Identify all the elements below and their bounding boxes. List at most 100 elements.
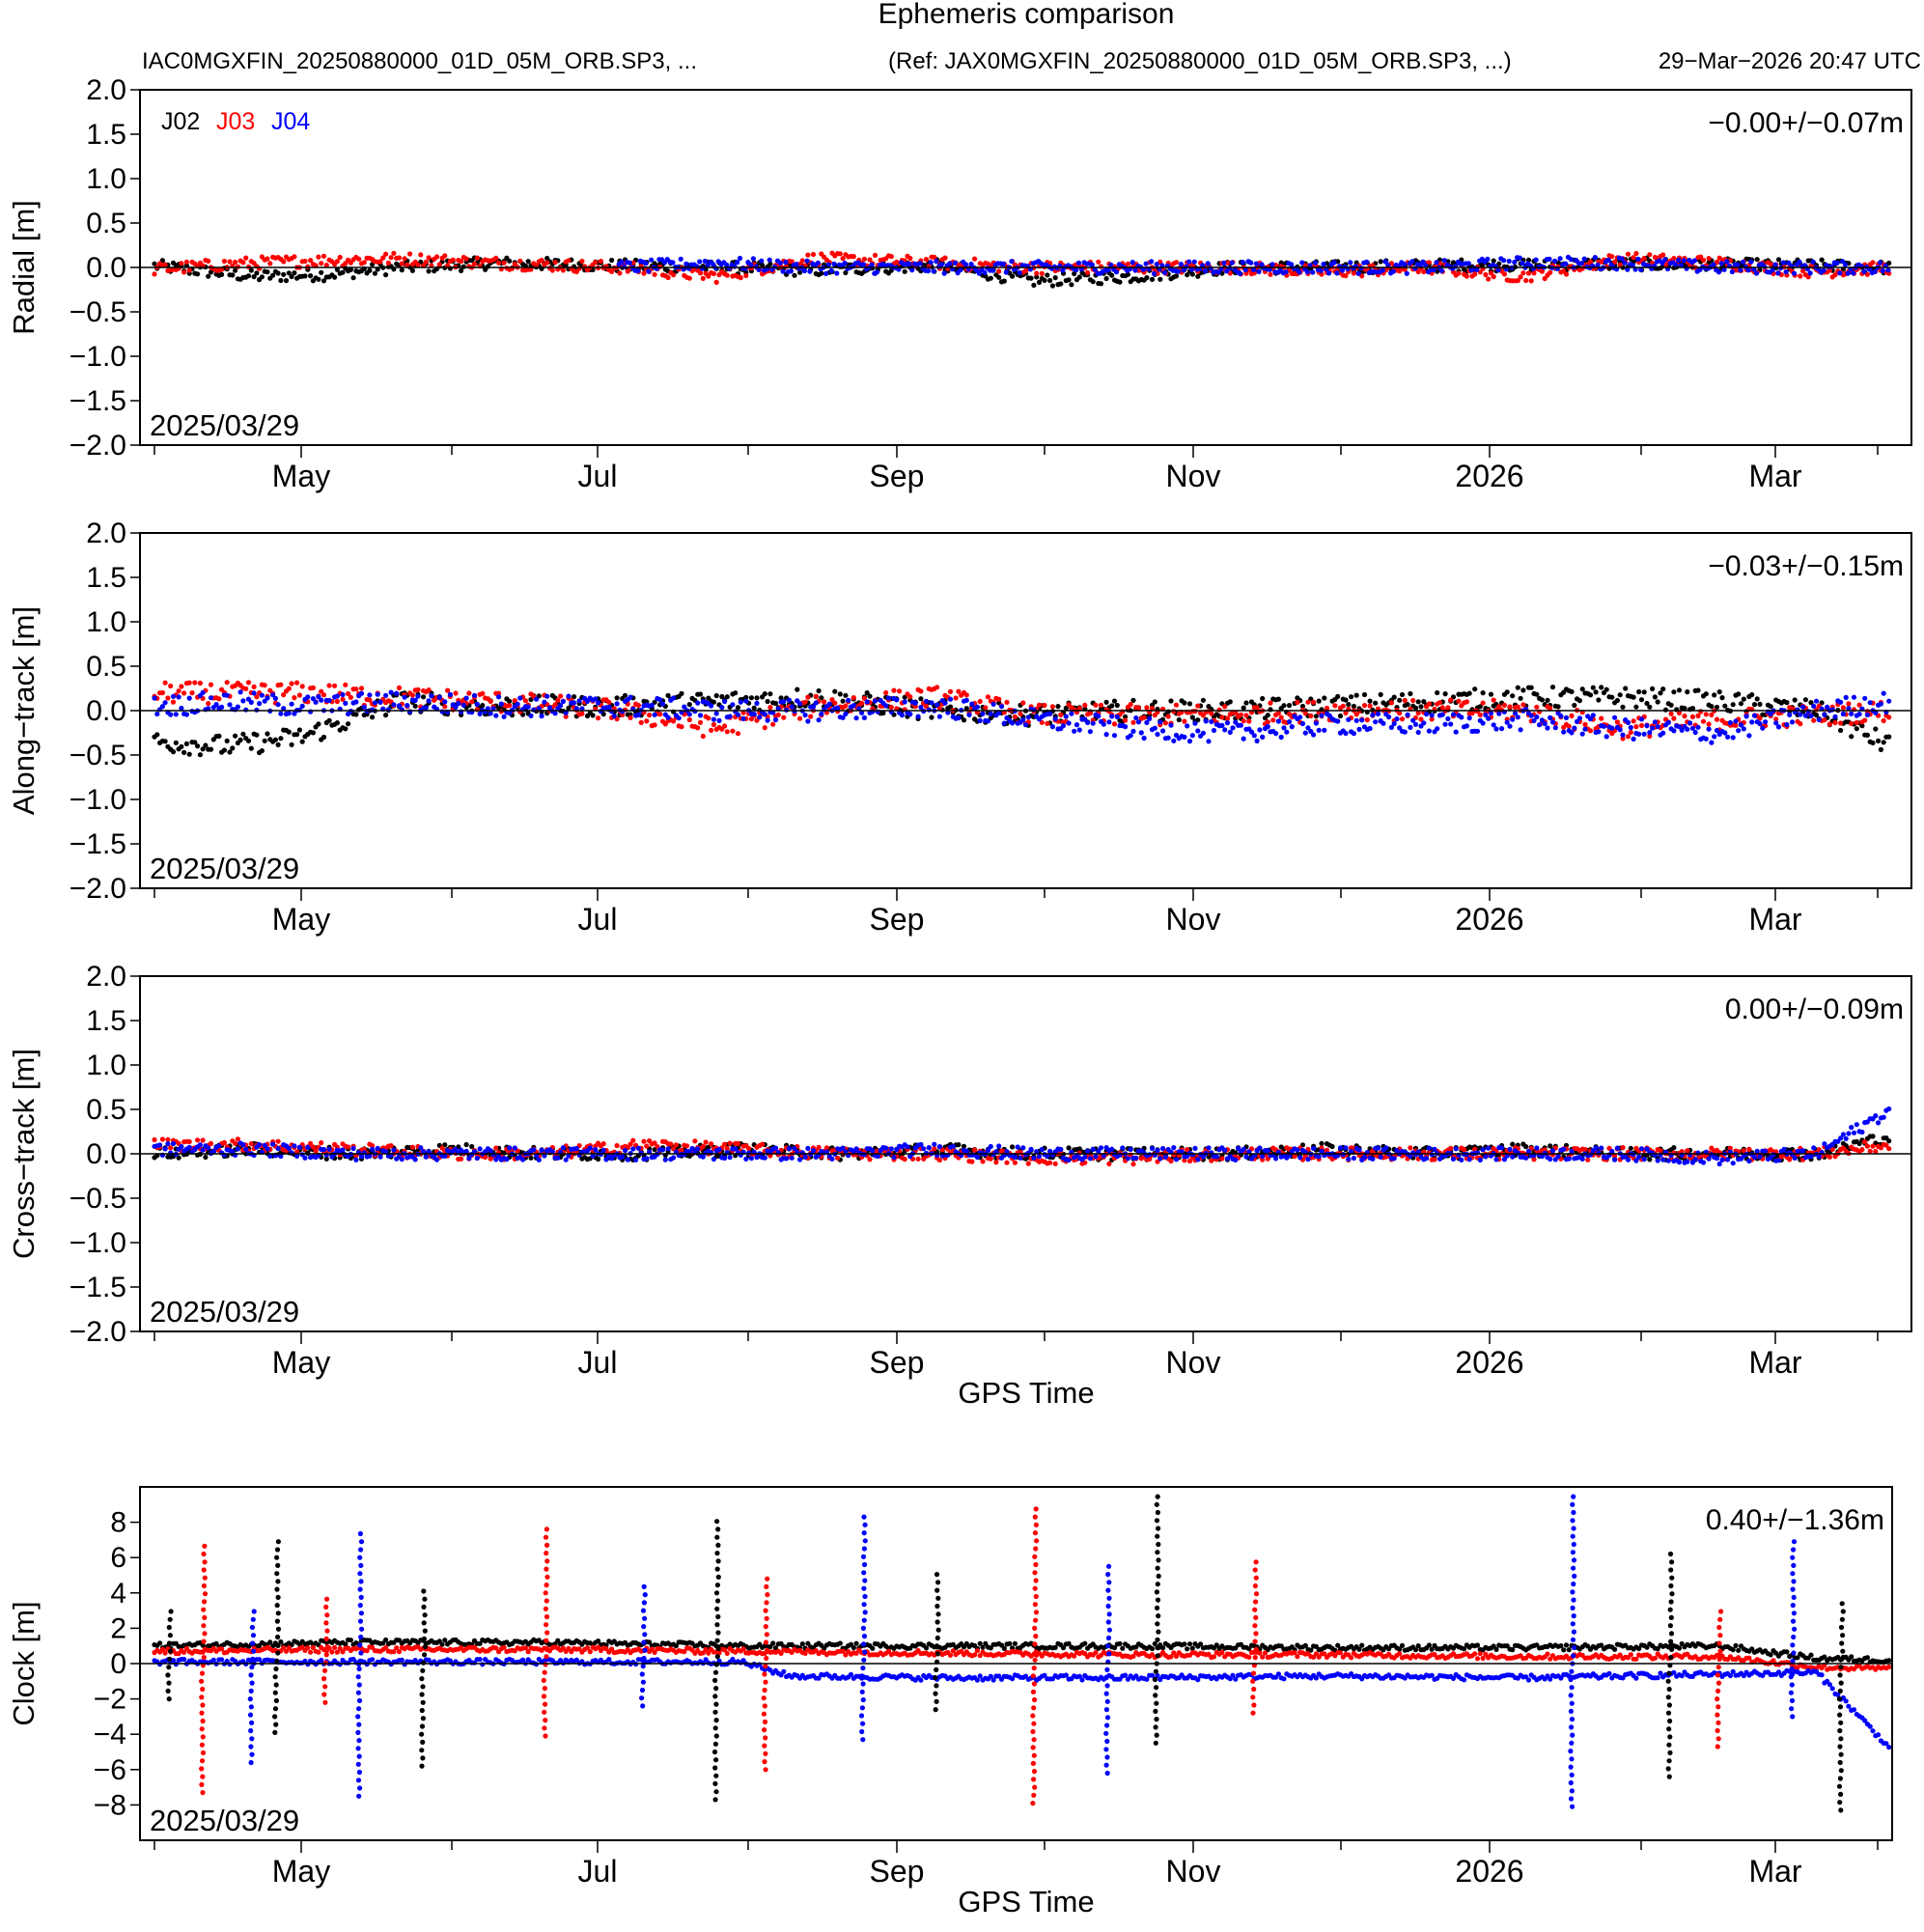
point-j03 — [711, 721, 717, 728]
point-j03 — [275, 1138, 281, 1144]
point-j04 — [1638, 716, 1645, 722]
point-j03 — [918, 688, 924, 694]
point-j04 — [1273, 731, 1279, 737]
point-j04 — [1545, 725, 1550, 731]
point-j02 — [902, 268, 907, 274]
point-j03 — [251, 684, 257, 690]
point-j03 — [496, 260, 502, 266]
point-j04 — [1132, 267, 1138, 273]
point-j03 — [799, 258, 805, 264]
point-j04 — [1534, 714, 1540, 720]
point-j04 — [1762, 264, 1768, 269]
point-j04 — [1587, 716, 1594, 722]
point-j04 — [1730, 735, 1736, 741]
point-j02 — [1130, 697, 1136, 704]
point-j04 — [558, 703, 564, 709]
point-j04 — [694, 264, 700, 269]
point-j02 — [1045, 272, 1050, 278]
point-j03 — [1531, 270, 1537, 276]
point-j03 — [1703, 712, 1709, 717]
point-j03 — [932, 254, 937, 260]
point-j04 — [1787, 712, 1793, 718]
point-j03 — [436, 262, 442, 267]
point-j04 — [515, 701, 520, 707]
point-j02 — [224, 738, 230, 744]
date-label: 2025/03/29 — [150, 408, 299, 442]
point-j03 — [1085, 269, 1091, 275]
point-j03 — [1542, 275, 1548, 282]
point-j03 — [539, 258, 544, 264]
point-j04 — [168, 712, 174, 717]
point-j04 — [627, 260, 632, 266]
point-j03 — [775, 712, 781, 718]
point-j04 — [1520, 261, 1525, 266]
point-j04 — [1339, 267, 1346, 273]
point-j04 — [1370, 712, 1376, 718]
point-j04 — [1518, 727, 1523, 733]
point-j04 — [1238, 722, 1243, 728]
point-j02 — [1730, 702, 1736, 708]
point-j03 — [1496, 704, 1502, 710]
point-j03 — [907, 255, 913, 262]
point-j03 — [1448, 697, 1454, 703]
point-j02 — [1658, 690, 1663, 696]
point-j04 — [875, 269, 880, 275]
point-j02 — [956, 1142, 962, 1148]
point-j04 — [1435, 726, 1440, 732]
point-j04 — [1843, 694, 1849, 701]
point-j03 — [1501, 702, 1507, 709]
point-j04 — [488, 711, 493, 716]
point-j03 — [1548, 705, 1553, 712]
point-j03 — [442, 704, 448, 710]
point-j03 — [1292, 1154, 1297, 1160]
point-j02 — [1281, 703, 1287, 709]
point-j04 — [1729, 268, 1735, 275]
point-j02 — [1351, 703, 1356, 710]
point-j03 — [1587, 728, 1594, 734]
point-j03 — [326, 683, 332, 688]
point-j04 — [1001, 720, 1007, 726]
point-j04 — [1881, 690, 1886, 696]
point-j02 — [154, 732, 160, 738]
point-j04 — [353, 699, 359, 705]
point-j04 — [998, 704, 1005, 710]
point-j02 — [1173, 273, 1180, 279]
point-j04 — [1289, 724, 1295, 730]
point-j04 — [670, 260, 676, 266]
point-j04 — [1283, 269, 1289, 275]
point-j02 — [1534, 691, 1540, 697]
point-j03 — [977, 698, 983, 705]
point-j03 — [1625, 251, 1631, 257]
point-j04 — [1302, 730, 1308, 736]
point-j03 — [512, 698, 517, 704]
point-j02 — [208, 746, 214, 752]
point-j02 — [1049, 283, 1055, 289]
point-j02 — [1623, 686, 1629, 691]
point-j04 — [251, 690, 257, 696]
point-j02 — [1418, 704, 1424, 710]
point-j02 — [1313, 714, 1319, 719]
point-j04 — [906, 261, 912, 266]
point-j04 — [1178, 262, 1184, 267]
point-j03 — [471, 261, 478, 266]
point-j02 — [272, 737, 278, 742]
point-j02 — [843, 269, 849, 276]
point-j03 — [1448, 1145, 1454, 1151]
point-j03 — [625, 268, 630, 274]
point-j04 — [1802, 263, 1808, 268]
point-j03 — [706, 273, 711, 279]
point-j03 — [1620, 736, 1626, 742]
point-j04 — [1548, 714, 1553, 721]
reference-file-label: (Ref: JAX0MGXFIN_20250880000_01D_05M_ORB… — [888, 48, 1512, 74]
point-j04 — [544, 693, 550, 699]
point-j04 — [1486, 715, 1492, 721]
y-tick-label: 0.5 — [86, 651, 126, 683]
point-j04 — [367, 692, 373, 698]
point-j04 — [1405, 712, 1410, 718]
point-j04 — [1162, 269, 1168, 275]
point-j04 — [1620, 732, 1626, 738]
point-j02 — [1596, 697, 1602, 703]
point-j03 — [823, 1145, 830, 1151]
point-j03 — [367, 697, 373, 703]
point-j04 — [1307, 263, 1313, 268]
